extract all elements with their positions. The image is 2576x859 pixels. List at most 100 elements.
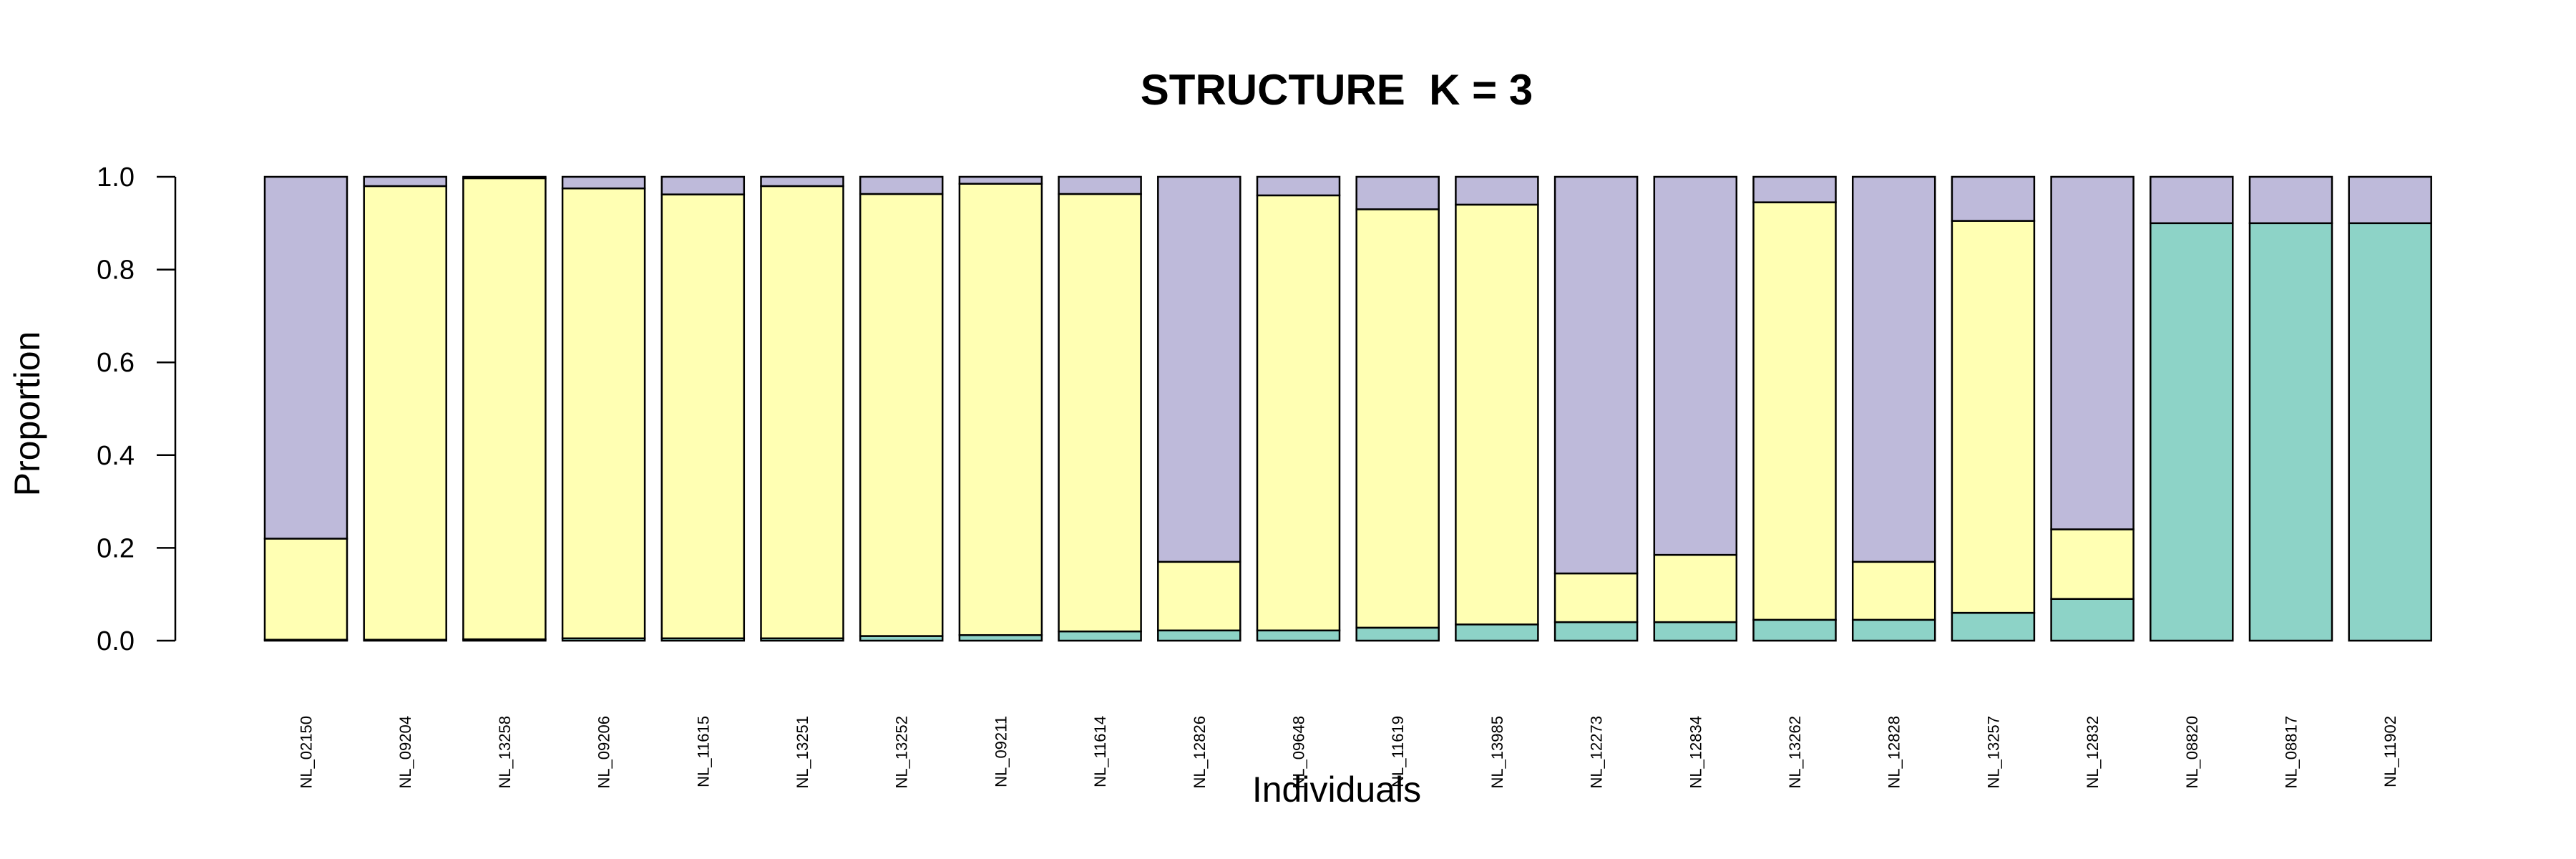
x-tick-label: NL_09211 xyxy=(992,716,1010,787)
bar-segment-cluster-2 xyxy=(1455,203,1539,626)
y-tick-label: 0.8 xyxy=(97,256,135,286)
bar-NL_12832 xyxy=(2050,175,2135,642)
y-tick-label: 0.2 xyxy=(97,533,135,563)
y-axis-label: Proportion xyxy=(7,331,47,497)
bar-segment-cluster-2 xyxy=(2050,528,2135,600)
bar-segment-cluster-3 xyxy=(859,175,944,195)
bar-NL_13262 xyxy=(1752,175,1837,642)
bar-segment-cluster-3 xyxy=(2348,175,2432,225)
bar-segment-cluster-2 xyxy=(1256,194,1341,631)
bar-segment-cluster-3 xyxy=(760,175,844,188)
bar-NL_09211 xyxy=(958,175,1043,642)
bar-segment-cluster-2 xyxy=(1157,560,1241,631)
bar-NL_11902 xyxy=(2348,175,2432,642)
bar-NL_13252 xyxy=(859,175,944,642)
bar-segment-cluster-2 xyxy=(363,185,447,641)
x-tick-label: NL_13251 xyxy=(794,716,811,789)
x-tick-label: NL_11619 xyxy=(1389,716,1407,787)
bar-segment-cluster-2 xyxy=(1851,560,1936,621)
x-axis-label: Individuals xyxy=(1252,770,1421,810)
bar-segment-cluster-2 xyxy=(1752,201,1837,621)
bar-segment-cluster-3 xyxy=(363,175,447,188)
bar-segment-cluster-1 xyxy=(1752,618,1837,642)
bar-segment-cluster-3 xyxy=(958,175,1043,185)
x-tick-label: NL_12828 xyxy=(1885,716,1903,789)
bar-segment-cluster-1 xyxy=(1851,618,1936,642)
bar-NL_09648 xyxy=(1256,175,1341,642)
y-tick-label: 1.0 xyxy=(97,162,135,193)
bar-segment-cluster-2 xyxy=(760,185,844,640)
bar-segment-cluster-3 xyxy=(2248,175,2333,225)
bar-segment-cluster-3 xyxy=(1951,175,2036,222)
bar-segment-cluster-2 xyxy=(263,538,348,641)
bar-NL_11615 xyxy=(660,175,746,642)
x-tick-label: NL_09648 xyxy=(1290,716,1308,789)
bar-NL_09206 xyxy=(561,175,646,642)
bar-segment-cluster-3 xyxy=(1157,175,1241,563)
bar-segment-cluster-3 xyxy=(1851,175,1936,563)
bar-segment-cluster-1 xyxy=(2050,598,2135,642)
x-tick-label: NL_13252 xyxy=(893,716,911,789)
x-tick-label: NL_02150 xyxy=(298,716,316,789)
bar-segment-cluster-3 xyxy=(2050,175,2135,530)
x-tick-label: NL_08817 xyxy=(2283,716,2301,789)
x-tick-label: NL_13258 xyxy=(496,716,514,789)
bar-segment-cluster-2 xyxy=(1951,220,2036,614)
bar-segment-cluster-2 xyxy=(660,193,746,640)
bar-segment-cluster-2 xyxy=(859,193,944,637)
bar-segment-cluster-2 xyxy=(1653,553,1738,623)
bar-segment-cluster-1 xyxy=(2348,222,2432,642)
bar-NL_13251 xyxy=(760,175,844,642)
y-tick-label: 0.6 xyxy=(97,348,135,378)
x-tick-label: NL_11902 xyxy=(2381,716,2399,787)
bar-NL_13985 xyxy=(1455,175,1539,642)
x-tick-label: NL_11615 xyxy=(694,716,712,787)
bar-segment-cluster-1 xyxy=(1058,630,1142,642)
x-tick-label: NL_13262 xyxy=(1786,716,1804,789)
bar-segment-cluster-1 xyxy=(1455,623,1539,642)
bar-NL_11614 xyxy=(1058,175,1142,642)
chart-title: STRUCTURE K = 3 xyxy=(1141,66,1533,114)
bar-segment-cluster-1 xyxy=(1553,621,1639,642)
x-tick-label: NL_08820 xyxy=(2183,716,2201,789)
x-tick-label: NL_13985 xyxy=(1488,716,1506,789)
bar-NL_09204 xyxy=(363,175,447,642)
bar-segment-cluster-3 xyxy=(1355,175,1440,210)
bar-segment-cluster-2 xyxy=(958,183,1043,636)
x-tick-label: NL_12273 xyxy=(1588,716,1606,789)
bar-segment-cluster-3 xyxy=(263,175,348,540)
bar-segment-cluster-1 xyxy=(1157,629,1241,642)
y-tick-label: 0.4 xyxy=(97,441,135,471)
x-tick-label: NL_09204 xyxy=(396,716,414,789)
x-tick-label: NL_12834 xyxy=(1687,716,1704,789)
bar-segment-cluster-1 xyxy=(2150,222,2234,642)
bar-segment-cluster-3 xyxy=(1553,175,1639,575)
y-axis: 0.0 0.2 0.4 0.6 0.8 1.0 xyxy=(97,162,177,656)
bar-segment-cluster-3 xyxy=(561,175,646,190)
bar-segment-cluster-3 xyxy=(1752,175,1837,203)
x-tick-label: NL_12832 xyxy=(2084,716,2102,789)
bar-NL_11619 xyxy=(1355,175,1440,642)
bar-segment-cluster-1 xyxy=(1951,611,2036,642)
x-tick-labels: NL_02150 NL_09204 NL_13258 NL_09206 NL_11615… xyxy=(298,716,2400,789)
bar-NL_12273 xyxy=(1553,175,1639,642)
bar-NL_08820 xyxy=(2150,175,2234,642)
bar-NL_12834 xyxy=(1653,175,1738,642)
x-tick-label: NL_13257 xyxy=(1984,716,2002,789)
bar-segment-cluster-2 xyxy=(1553,572,1639,623)
bar-segment-cluster-2 xyxy=(561,187,646,640)
bar-NL_12828 xyxy=(1851,175,1936,642)
bar-segment-cluster-2 xyxy=(462,177,547,641)
bar-NL_12826 xyxy=(1157,175,1241,642)
x-tick-label: NL_11614 xyxy=(1091,716,1109,787)
bar-NL_13258 xyxy=(462,175,547,642)
bar-segment-cluster-3 xyxy=(660,175,746,195)
bar-segment-cluster-2 xyxy=(1355,208,1440,629)
bar-segment-cluster-3 xyxy=(1058,175,1142,195)
bar-segment-cluster-3 xyxy=(462,175,547,180)
bar-NL_13257 xyxy=(1951,175,2036,642)
bar-segment-cluster-1 xyxy=(1653,621,1738,642)
bars xyxy=(263,175,2432,642)
bar-segment-cluster-2 xyxy=(1058,193,1142,633)
